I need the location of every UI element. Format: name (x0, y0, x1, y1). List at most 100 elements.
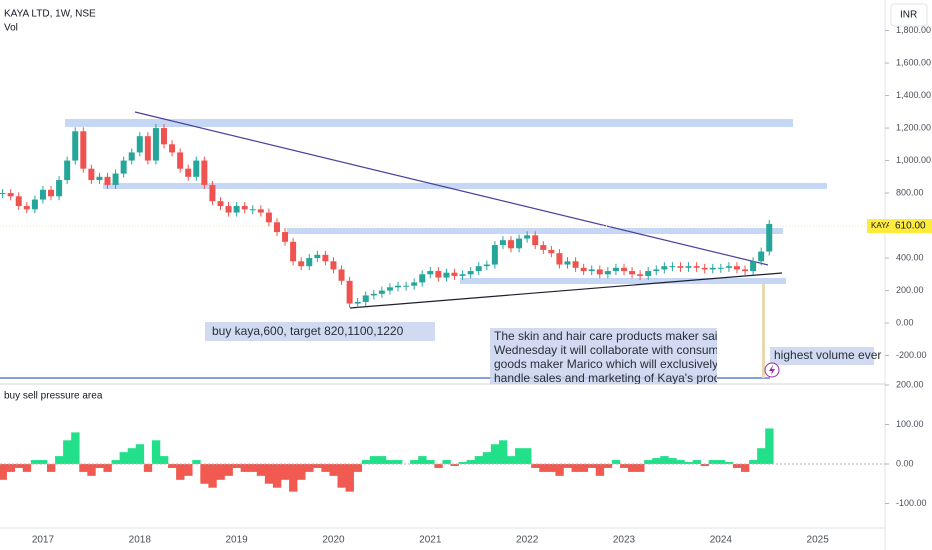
y-tick-label: -100.00 (896, 498, 927, 508)
candle (88, 168, 95, 181)
event-icon-bolt (769, 365, 775, 375)
news-line: Wednesday it will collaborate with consu… (494, 343, 729, 357)
candle (273, 222, 280, 233)
volume-label: Vol (4, 23, 18, 34)
candle (572, 261, 579, 268)
candle (766, 223, 773, 252)
candle (209, 184, 216, 202)
pressure-bar (377, 456, 387, 464)
pressure-bar (539, 464, 548, 472)
y-tick-label: 0.00 (896, 317, 914, 327)
candle (31, 199, 38, 210)
y-tick-label: 1,400.00 (896, 90, 931, 100)
news-line: goods maker Marico which will exclusivel… (494, 357, 718, 371)
candle (403, 285, 410, 287)
pressure-bar (523, 448, 532, 464)
pressure-bar (724, 462, 734, 464)
volume-bar (762, 284, 765, 378)
pressure-bar (159, 456, 169, 464)
pressure-bar (313, 464, 322, 468)
candle (524, 235, 531, 239)
annotation-box (770, 347, 874, 365)
pressure-bar (716, 460, 726, 464)
x-tick-label: 2024 (710, 535, 733, 546)
candle (233, 206, 240, 213)
candle (64, 160, 71, 181)
pressure-bar (361, 460, 371, 464)
news-clip: The skin and hair care products maker sa… (494, 329, 742, 385)
y-tick-label: 800.00 (896, 187, 924, 197)
indicator-title: buy sell pressure area (4, 391, 103, 402)
pressure-bar (636, 464, 645, 472)
pressure-bar (6, 464, 16, 472)
candle (298, 261, 305, 267)
y-tick-label: 1,200.00 (896, 122, 931, 132)
pressure-bar (111, 460, 120, 464)
pressure-bar (418, 456, 427, 464)
candle (645, 271, 652, 276)
trendline (349, 272, 783, 309)
pressure-bar (555, 464, 564, 476)
currency: INR (900, 10, 917, 21)
candle (475, 266, 482, 272)
pressure-bar (668, 458, 677, 464)
x-tick-label: 2022 (516, 535, 539, 546)
currency-button[interactable] (890, 3, 928, 27)
y-tick-label: 0.00 (896, 458, 914, 468)
pressure-bar (216, 464, 225, 480)
candle (435, 271, 442, 278)
pressure-bar (442, 460, 451, 464)
pressure-bar (22, 464, 32, 472)
pressure-bar (474, 456, 484, 464)
candle (378, 290, 385, 294)
annotation: highest volume ever (774, 348, 881, 362)
candle (330, 261, 337, 270)
level-band (460, 278, 786, 284)
candle (499, 240, 506, 246)
y-tick-label: 1,000.00 (896, 155, 931, 165)
pressure-bar (450, 464, 459, 466)
pressure-bar (305, 464, 314, 472)
news-box (490, 328, 717, 384)
pressure-bar (757, 448, 766, 464)
pressure-bar (63, 440, 72, 464)
pressure-bar (168, 464, 177, 468)
candle (669, 266, 676, 268)
candle (620, 267, 627, 272)
candle (556, 253, 563, 265)
pressure-bar (127, 448, 137, 464)
pressure-bar (38, 460, 48, 464)
pressure-bar (0, 464, 7, 480)
pressure-bar (353, 464, 363, 472)
candle (411, 282, 418, 286)
pressure-bar (200, 464, 209, 484)
pressure-bar (264, 464, 274, 484)
candle (241, 206, 248, 210)
pressure-bar (393, 460, 403, 464)
candle (693, 266, 700, 268)
pressure-bar (603, 464, 613, 468)
candle (467, 271, 474, 275)
candle (419, 274, 426, 283)
news-line: handle sales and marketing of Kaya's pro… (494, 371, 742, 385)
pressure-bar (337, 464, 346, 488)
candle (717, 267, 724, 269)
pressure-bar (547, 464, 556, 472)
candle (314, 254, 321, 259)
pressure-bar (232, 464, 241, 468)
candle (386, 287, 393, 291)
level-band (103, 183, 827, 189)
pressure-bar (466, 460, 475, 464)
pressure-bar (563, 464, 572, 468)
candle (257, 209, 264, 213)
pressure-bar (571, 464, 580, 472)
x-tick-label: 2021 (419, 535, 442, 546)
x-tick-label: 2018 (129, 535, 152, 546)
pressure-bar (426, 460, 435, 464)
pressure-bar (321, 464, 330, 472)
candle (217, 201, 224, 207)
pressure-bar (289, 464, 298, 492)
candle (282, 232, 289, 242)
pressure-bar (345, 464, 354, 492)
candle (588, 269, 595, 272)
